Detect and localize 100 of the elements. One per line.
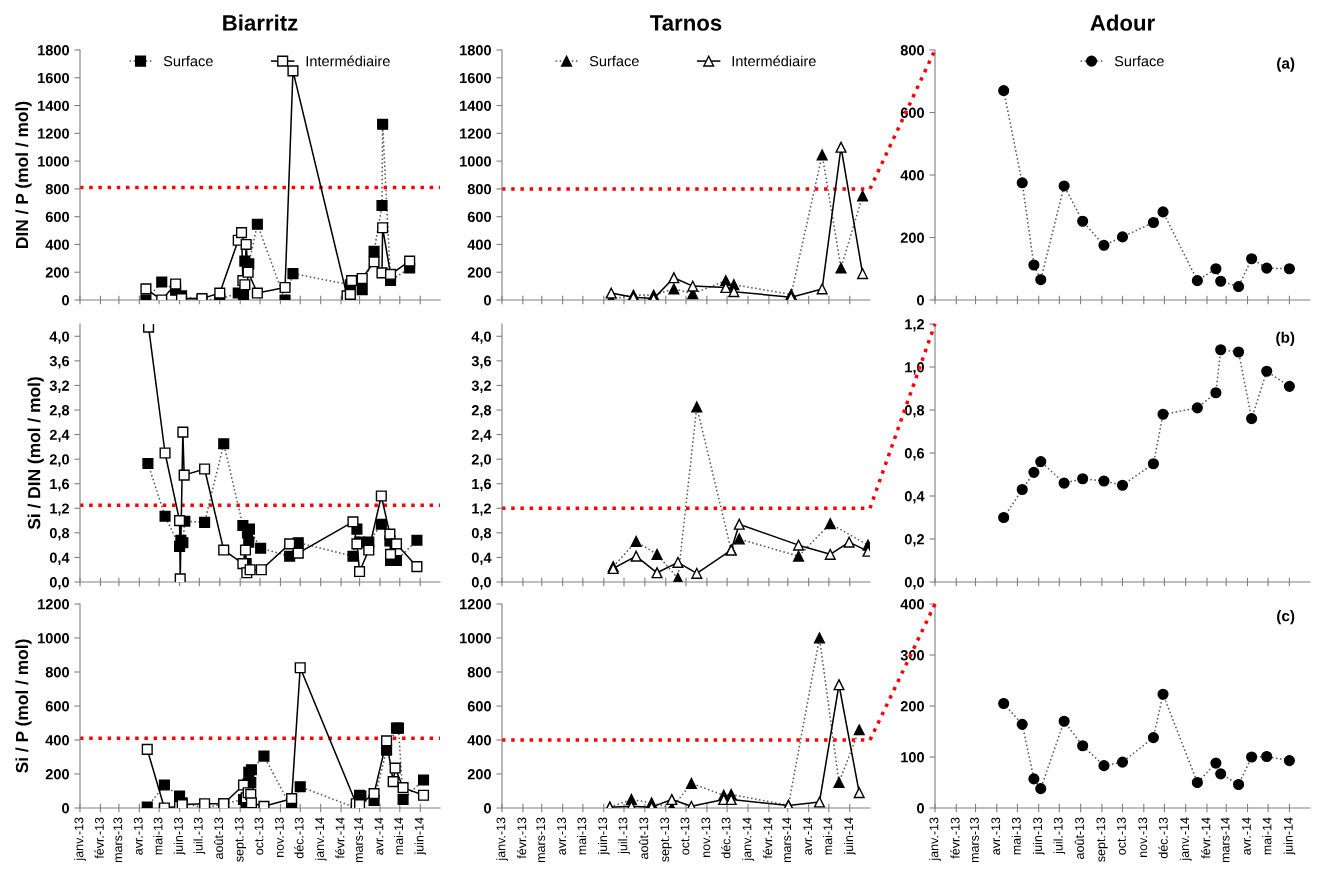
x-tick-label: mai-14	[393, 817, 404, 855]
x-tick-label: févr.-14	[1201, 817, 1211, 859]
y-tick-label: 200	[45, 769, 69, 780]
x-tick-label: mai-13	[1011, 817, 1021, 855]
x-tick-label: nov.-13	[274, 817, 284, 857]
y-tick-label: 200	[45, 267, 69, 278]
x-tick-label: mars-14	[354, 817, 363, 863]
y-tick-label: 1,2	[472, 503, 491, 516]
x-tick-label: juin-14	[1283, 817, 1296, 855]
y-tick-label: 1000	[38, 156, 69, 167]
x-tick-label: avr.-13	[133, 817, 143, 855]
x-tick-label: févr.-14	[762, 817, 773, 859]
x-tick-label: déc.-13	[294, 817, 304, 859]
x-tick-label: avr.-13	[991, 817, 1001, 855]
y-tick-label: 0,2	[904, 534, 924, 547]
x-tick-label: mai-14	[823, 817, 833, 855]
y-tick-label: 1200	[460, 599, 491, 610]
legend-label: Surface	[589, 55, 639, 67]
annotation: (c)	[1277, 610, 1295, 625]
y-tick-label: 2,8	[471, 405, 492, 418]
y-tick-label: 0	[484, 803, 491, 814]
y-tick-label: 0,8	[904, 405, 925, 418]
y-tick-label: 800	[467, 183, 491, 195]
x-tick-label: avr.-14	[1242, 817, 1251, 855]
y-tick-label: 1000	[460, 633, 491, 644]
chart-title: Adour	[1090, 14, 1155, 31]
x-tick-label: janv.-13	[496, 817, 508, 861]
y-tick-label: 1200	[38, 128, 69, 139]
x-tick-label: janv.-13	[74, 817, 86, 861]
y-tick-label: 3,2	[471, 380, 491, 393]
chart-title: Tarnos	[650, 15, 722, 31]
y-tick-label: 0,0	[49, 577, 69, 590]
y-tick-label: 0,8	[471, 527, 492, 541]
legend-label: Intermédiaire	[732, 55, 816, 67]
y-tick-label: 1400	[460, 100, 491, 111]
y-tick-label: 0	[917, 295, 924, 306]
y-tick-label: 0,0	[471, 577, 491, 590]
y-axis-title: Si / DIN (mol / mol)	[27, 377, 44, 530]
y-tick-label: 1400	[38, 100, 69, 111]
y-tick-label: 0	[917, 803, 924, 814]
x-tick-label: avr.-13	[557, 817, 567, 855]
y-tick-label: 0,4	[471, 552, 492, 565]
y-axis-title: DIN / P (mol / mol)	[15, 101, 32, 248]
y-tick-label: 600	[45, 211, 69, 223]
y-tick-label: 200	[900, 701, 924, 712]
y-axis-title: Si / P (mol / mol)	[15, 639, 32, 773]
y-tick-label: 1000	[38, 633, 69, 644]
x-tick-label: août-13	[213, 817, 224, 859]
annotation: (a)	[1277, 57, 1295, 72]
x-tick-label: juin-14	[843, 817, 856, 855]
y-tick-label: 1800	[38, 45, 69, 56]
y-tick-label: 400	[45, 239, 69, 250]
x-tick-label: oct.-13	[254, 817, 264, 855]
y-tick-label: 0,0	[904, 577, 924, 590]
x-tick-label: janv.-13	[929, 817, 941, 861]
y-tick-label: 2,0	[471, 454, 491, 467]
x-tick-label: août-13	[1074, 817, 1084, 859]
y-tick-label: 0,8	[49, 527, 70, 541]
y-tick-label: 2,4	[471, 429, 492, 443]
x-tick-label: janv.-14	[1179, 817, 1192, 861]
y-tick-label: 200	[900, 232, 924, 243]
y-tick-label: 3,2	[49, 380, 69, 393]
y-tick-label: 1200	[460, 128, 491, 139]
y-tick-label: 800	[45, 667, 69, 678]
x-tick-label: mai-13	[153, 817, 163, 855]
y-tick-label: 800	[467, 667, 491, 678]
y-tick-label: 800	[900, 45, 924, 56]
x-tick-label: août-13	[639, 817, 649, 859]
y-tick-label: 0,4	[49, 552, 70, 565]
y-tick-label: 200	[467, 769, 491, 780]
y-tick-label: 1000	[460, 156, 491, 167]
x-tick-label: avr.-14	[374, 817, 384, 855]
x-tick-label: juil.-13	[1053, 817, 1066, 855]
x-tick-label: sept.-13	[660, 817, 672, 862]
y-tick-label: 1,2	[50, 503, 69, 516]
y-tick-label: 3,6	[471, 355, 492, 369]
x-tick-label: juin-14	[414, 817, 427, 855]
y-tick-label: 1600	[38, 72, 69, 84]
y-tick-label: 1200	[38, 599, 69, 610]
y-tick-label: 1,6	[50, 478, 70, 492]
x-tick-label: mars-14	[782, 817, 792, 863]
x-tick-label: juil.-13	[618, 817, 630, 855]
y-tick-label: 0	[62, 803, 69, 814]
y-tick-label: 400	[467, 735, 491, 746]
x-tick-label: juin-13	[597, 817, 610, 855]
x-tick-label: févr.-13	[94, 817, 104, 859]
x-tick-label: févr.-14	[335, 817, 345, 859]
legend-label: Surface	[1114, 55, 1164, 67]
x-tick-label: juin-13	[173, 817, 186, 855]
legend-label: Intermédiaire	[306, 55, 390, 67]
x-tick-label: nov.-13	[701, 817, 711, 857]
x-tick-label: févr.-13	[950, 817, 960, 859]
y-tick-label: 600	[467, 701, 491, 712]
legend-label: Surface	[163, 55, 213, 67]
x-tick-label: déc.-13	[1158, 817, 1168, 859]
x-tick-label: mars-14	[1220, 817, 1230, 863]
y-tick-label: 0,6	[904, 448, 925, 461]
y-tick-label: 2,0	[49, 454, 69, 467]
x-tick-label: sept.-13	[1096, 817, 1108, 862]
y-tick-label: 100	[901, 752, 924, 763]
